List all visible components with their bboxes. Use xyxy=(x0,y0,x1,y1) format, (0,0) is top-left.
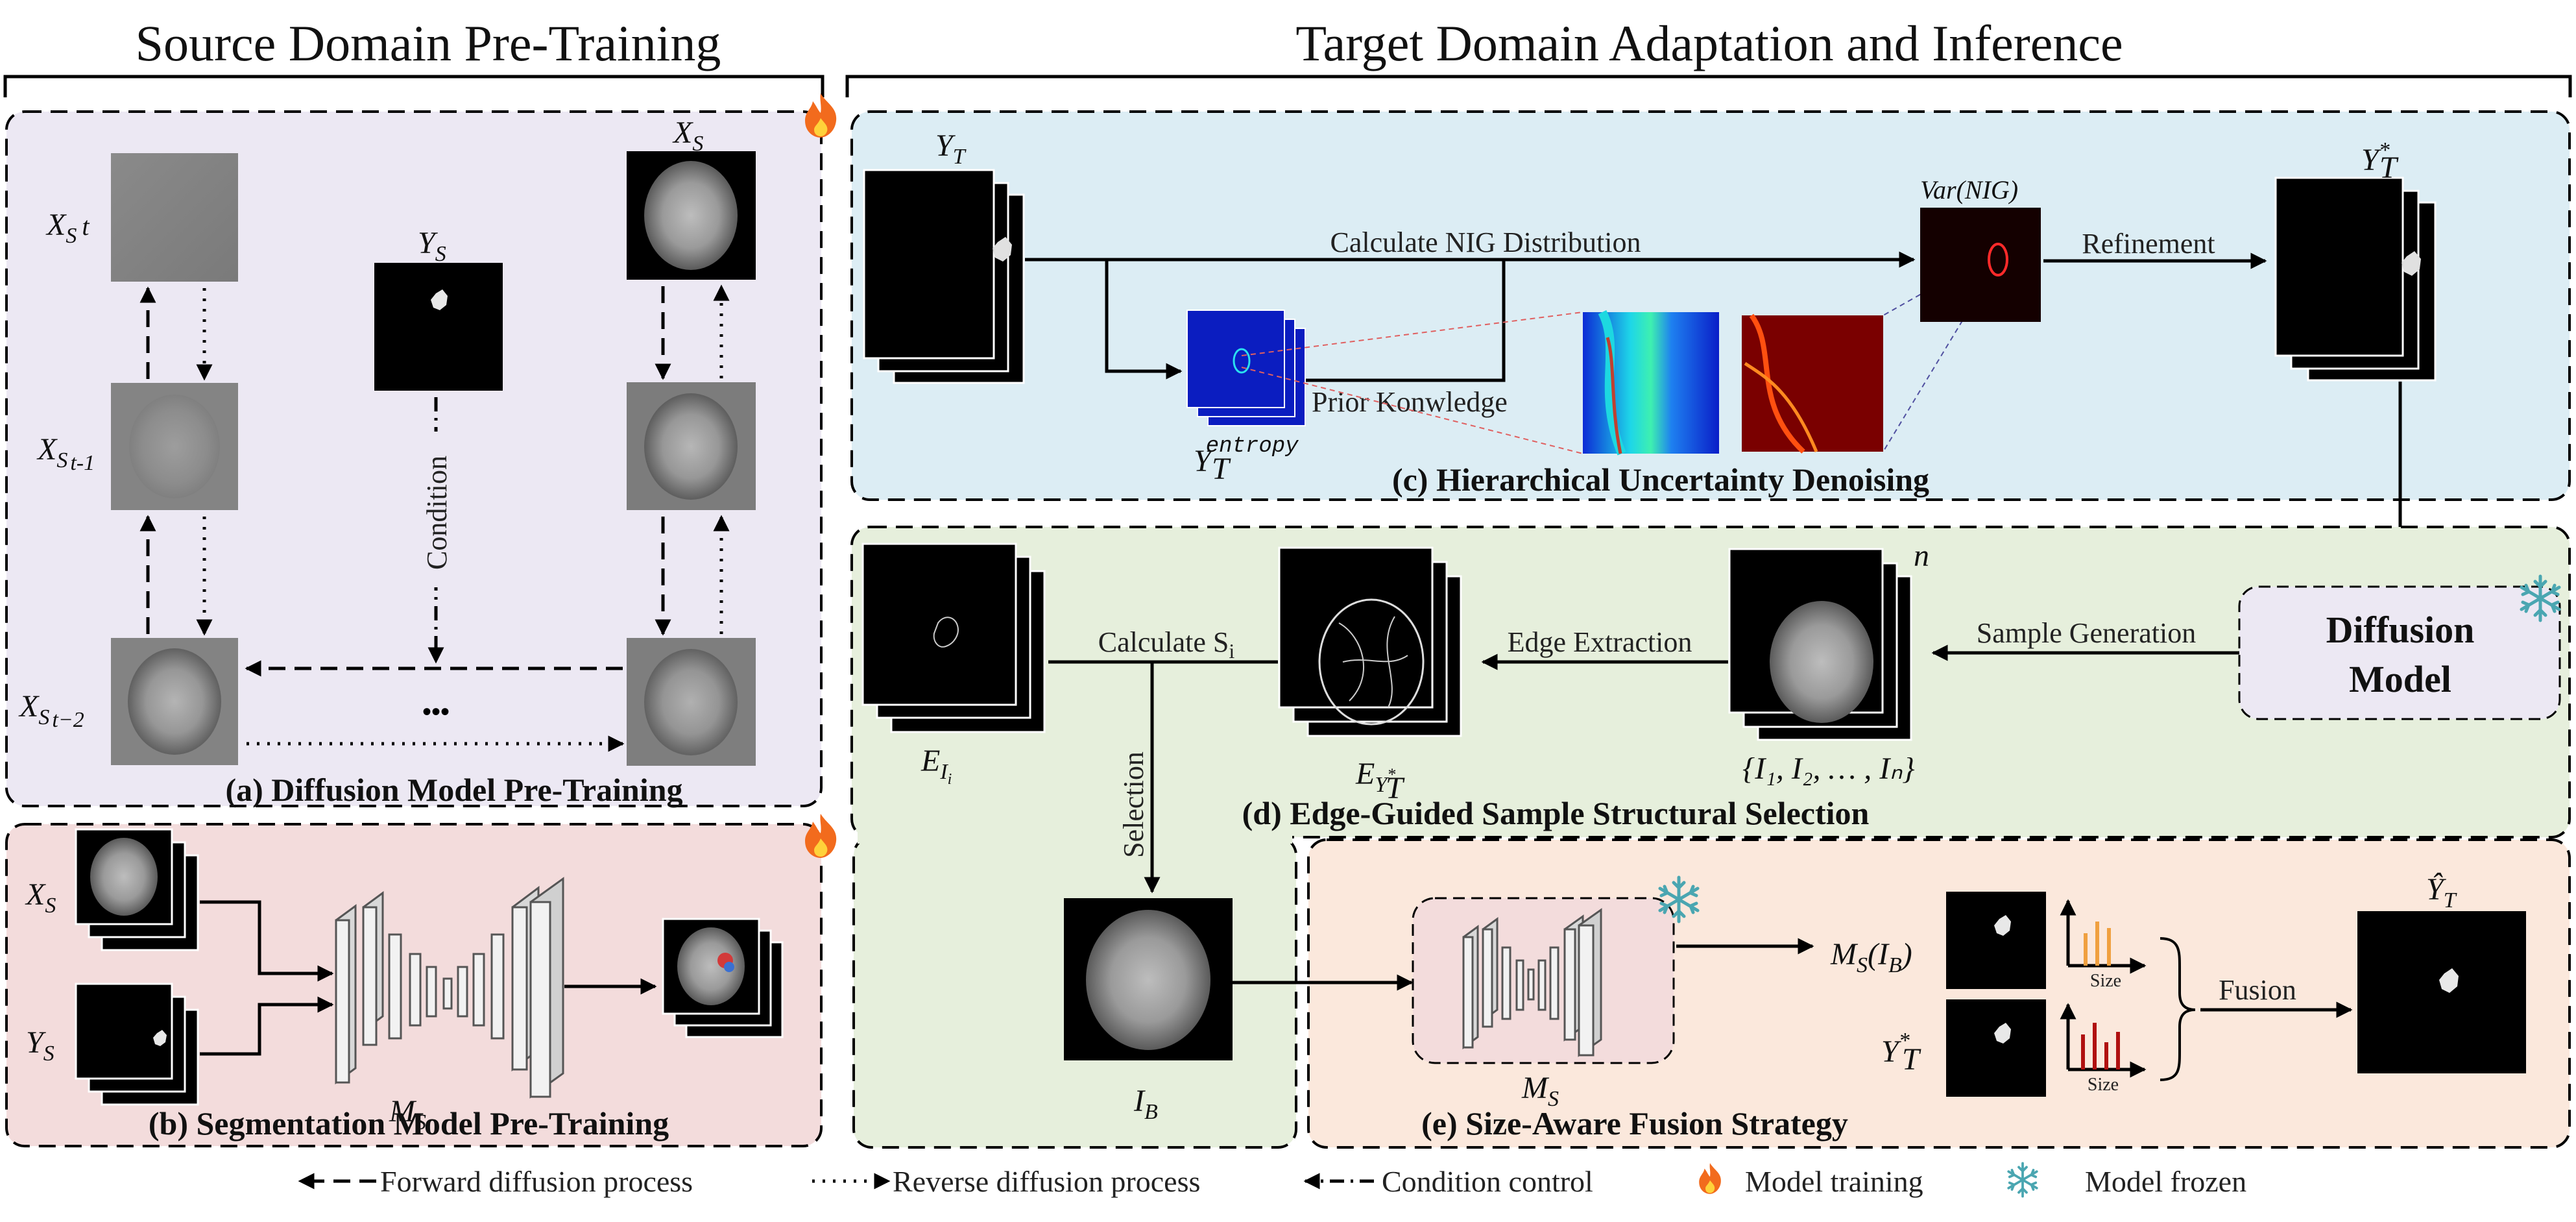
panel-a: XS t XS t-1 XS t−2 XS YS ••• Condition (a) … xyxy=(5,93,837,808)
svg-text:T: T xyxy=(2379,151,2399,185)
selection-label: Selection xyxy=(1118,752,1150,858)
source-label-ys xyxy=(374,263,503,391)
diffusion-model-label-2: Model xyxy=(2349,658,2451,700)
label-xs-t-1: XS t-1 xyxy=(36,432,95,475)
label-xs-b: XS xyxy=(25,877,56,918)
diffusion-model-box xyxy=(2238,585,2561,720)
panel-a-caption: (a) Diffusion Model Pre-Training xyxy=(225,772,682,808)
label-xs-t: XS t xyxy=(45,208,90,248)
noisy-image-t xyxy=(111,153,238,282)
condition-label: Condition xyxy=(421,456,453,570)
edge-map-yt xyxy=(1278,546,1434,709)
prior-knowledge-label: Prior Konwledge xyxy=(1312,386,1508,418)
label-ms-e: MS xyxy=(1521,1071,1559,1111)
fusion-label: Fusion xyxy=(2219,974,2296,1006)
panel-e-caption: (e) Size-Aware Fusion Strategy xyxy=(1421,1105,1848,1142)
left-header: Source Domain Pre-Training xyxy=(3,15,825,97)
panel-b-caption: (b) Segmentation Model Pre-Training xyxy=(149,1105,669,1142)
panel-d-caption: (d) Edge-Guided Sample Structural Select… xyxy=(1242,795,1870,831)
var-nig-map xyxy=(1920,208,2041,322)
prediction-yt-star xyxy=(1946,999,2046,1097)
label-yt-star: Y* xyxy=(2361,138,2390,177)
final-output-yhat xyxy=(2357,911,2526,1073)
label-xs-t-2: XS t−2 xyxy=(18,689,84,732)
panel-d: Diffusion Model Sample Generation n {I₁,… xyxy=(850,526,2571,1149)
ellipsis: ••• xyxy=(422,697,450,726)
label-ms-ib: MS(IB) xyxy=(1830,937,1912,977)
label-yt: YT xyxy=(935,128,967,169)
label-yhat: ŶT xyxy=(2426,872,2457,912)
fire-icon-2 xyxy=(805,814,837,858)
label-ys: YS xyxy=(418,226,446,266)
fire-icon xyxy=(805,93,837,138)
label-yt-star-e: Y* xyxy=(1881,1029,1910,1069)
legend: Forward diffusion process Reverse diffus… xyxy=(298,1162,2246,1198)
svg-text:T: T xyxy=(1212,452,1231,486)
legend-reverse: Reverse diffusion process xyxy=(893,1165,1200,1198)
sample-generation-label: Sample Generation xyxy=(1977,617,2196,649)
label-ms-b: MS xyxy=(389,1094,426,1134)
panel-c: YT Calculate NIG Distribution Prior Konw… xyxy=(850,110,2571,501)
target-image-yt xyxy=(863,169,995,360)
entropy-map xyxy=(1186,310,1285,408)
nig-zoom-patch xyxy=(1742,315,1883,452)
var-nig-label: Var(NIG) xyxy=(1920,175,2018,204)
legend-forward: Forward diffusion process xyxy=(380,1165,693,1198)
size-histogram-2: Size xyxy=(2060,1003,2147,1095)
label-e-yt: EY* xyxy=(1355,757,1395,797)
entropy-zoom-patch xyxy=(1583,312,1719,454)
ys-stack xyxy=(75,983,173,1080)
legend-training: Model training xyxy=(1745,1165,1923,1198)
calc-nig-label: Calculate NIG Distribution xyxy=(1330,226,1641,258)
refinement-label: Refinement xyxy=(2082,228,2215,260)
panel-c-caption: (c) Hierarchical Uncertainty Denoising xyxy=(1392,461,1929,498)
frozen-segmentation-model xyxy=(1462,908,1602,1057)
edge-map-ii xyxy=(861,543,1017,706)
left-header-text: Source Domain Pre-Training xyxy=(136,15,721,71)
svg-text:T: T xyxy=(1386,771,1405,805)
label-e-ii: EIi xyxy=(921,744,952,788)
samples-label: {I₁, I₂, … , Iₙ} xyxy=(1742,752,1915,786)
size-histogram-1: Size xyxy=(2060,899,2147,991)
label-ib: IB xyxy=(1133,1084,1158,1124)
edge-extraction-label: Edge Extraction xyxy=(1508,626,1692,658)
label-entropy: Yentropy xyxy=(1194,434,1299,478)
refined-label-yt-star xyxy=(2274,177,2404,357)
legend-snowflake-icon xyxy=(2007,1162,2038,1198)
legend-frozen: Model frozen xyxy=(2085,1165,2246,1198)
diffusion-model-label-1: Diffusion xyxy=(2326,609,2475,651)
n-label: n xyxy=(1914,539,1929,573)
size-label-2: Size xyxy=(2088,1075,2119,1095)
legend-fire-icon xyxy=(1699,1163,1721,1194)
panel-b: XS YS MS (b) Segmentation Model Pre-Trai… xyxy=(5,814,837,1147)
svg-text:T: T xyxy=(1902,1042,1921,1077)
calc-si-label: Calculate Si xyxy=(1098,626,1235,663)
panel-e: MS MS(IB) Y* T Size Size xyxy=(1233,838,2571,1149)
label-xs: XS xyxy=(672,116,703,156)
legend-condition: Condition control xyxy=(1382,1165,1593,1198)
label-ys-b: YS xyxy=(26,1025,54,1066)
prediction-ms-ib xyxy=(1946,892,2046,989)
size-label-1: Size xyxy=(2090,971,2121,991)
right-header-text: Target Domain Adaptation and Inference xyxy=(1295,15,2123,71)
right-header: Target Domain Adaptation and Inference xyxy=(845,15,2572,97)
segmentation-model-ms xyxy=(335,877,564,1099)
